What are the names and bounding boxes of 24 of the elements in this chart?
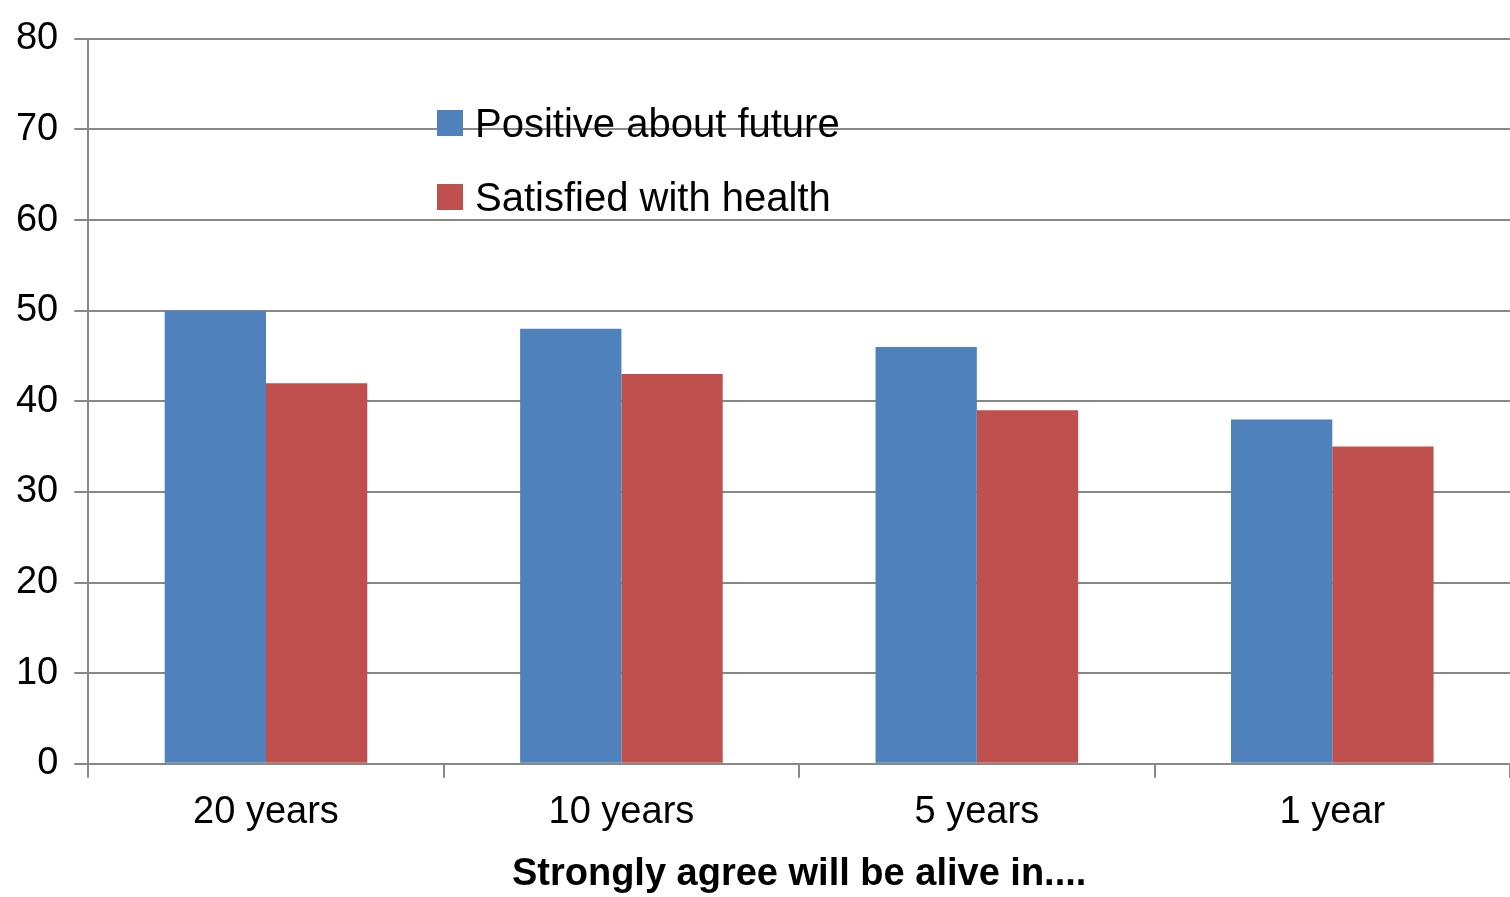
x-tick-label: 1 year <box>1279 789 1386 832</box>
bar <box>621 374 723 763</box>
bar <box>265 383 368 763</box>
x-tick-label: 20 years <box>193 789 339 832</box>
y-tick-label: 30 <box>15 468 59 511</box>
y-tick-label: 50 <box>15 287 59 330</box>
bar <box>875 346 977 763</box>
y-tick-label: 20 <box>15 559 59 602</box>
bar <box>1230 419 1333 763</box>
legend-label: Positive about future <box>475 100 840 146</box>
x-axis-title: Strongly agree will be alive in.... <box>511 850 1087 893</box>
y-tick-label: 10 <box>15 649 59 692</box>
bar <box>520 328 622 763</box>
bar <box>1332 446 1434 763</box>
x-tick-label: 10 years <box>548 789 695 832</box>
bar <box>164 310 266 763</box>
y-tick-label: 60 <box>15 196 59 239</box>
bar <box>976 410 1079 763</box>
y-tick-label: 40 <box>15 377 59 420</box>
y-tick-label: 70 <box>15 105 59 148</box>
y-tick-label: 80 <box>15 15 59 58</box>
legend-label: Satisfied with health <box>475 174 831 220</box>
x-tick-label: 5 years <box>914 789 1040 832</box>
y-tick-label: 0 <box>37 740 59 783</box>
